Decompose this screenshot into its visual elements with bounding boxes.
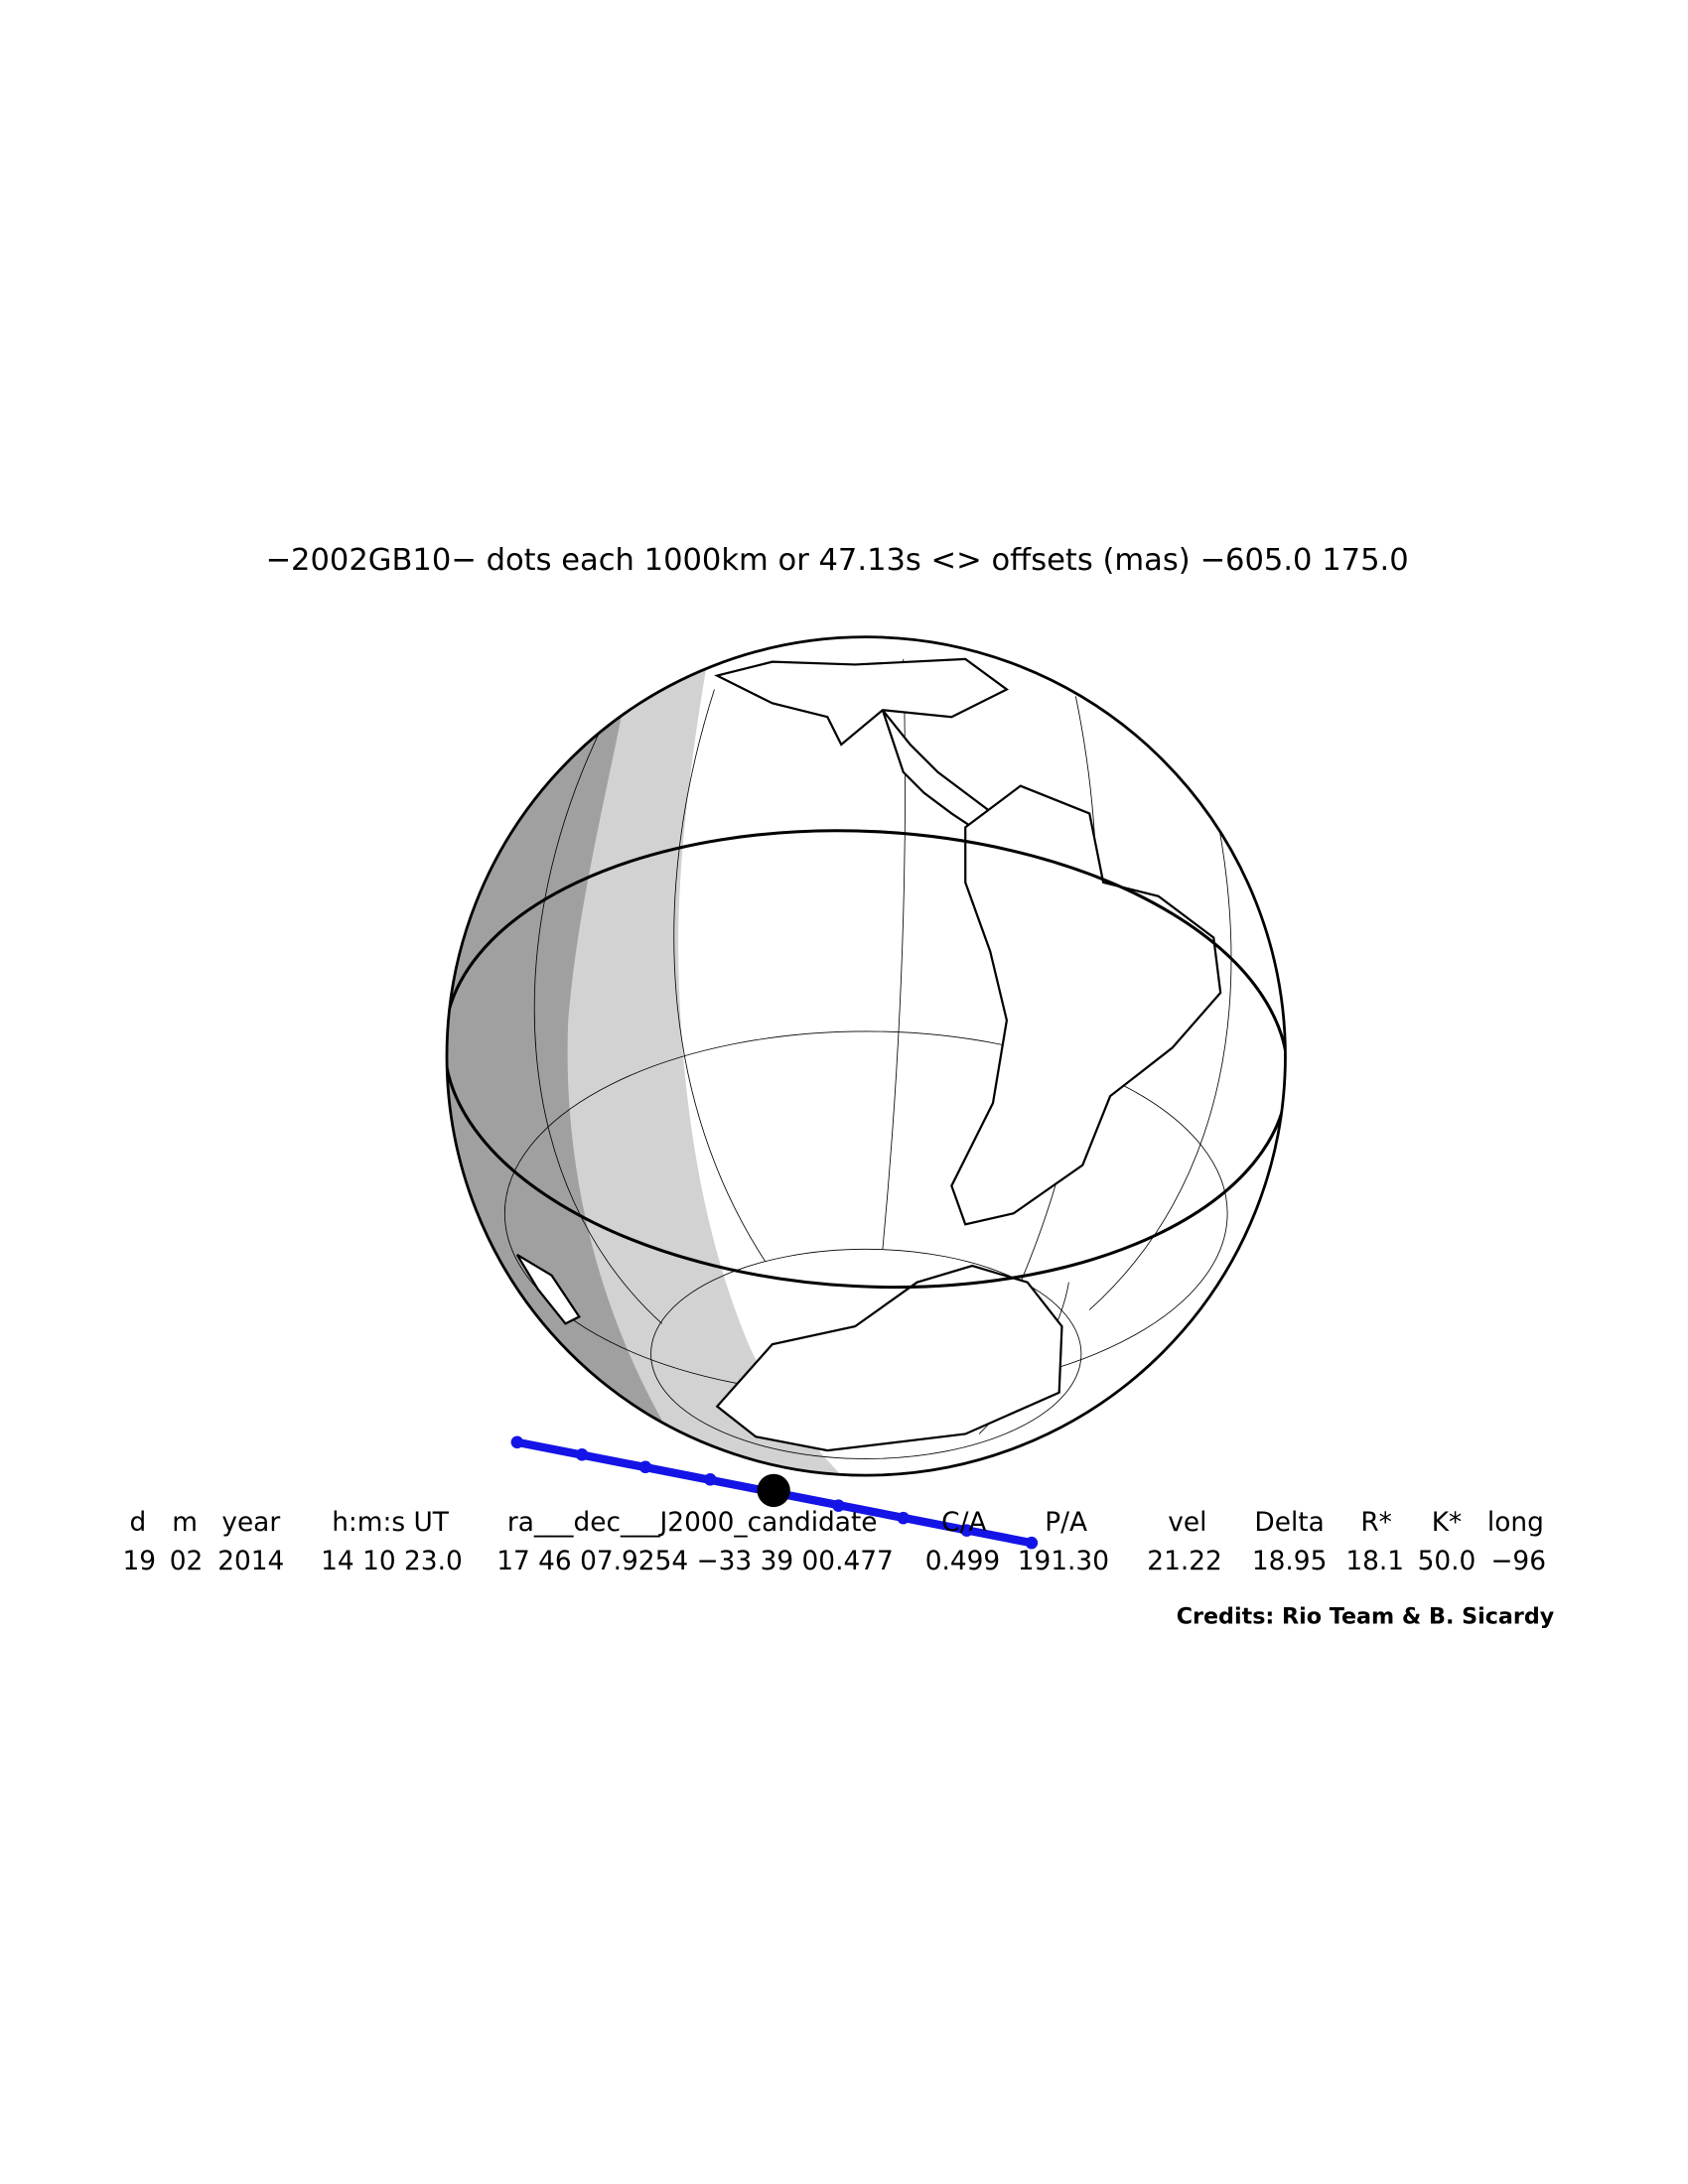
- table-header: P/A: [1045, 1508, 1087, 1538]
- equator-track: [447, 829, 1286, 1290]
- map-title: −2002GB10− dots each 1000km or 47.13s <>…: [265, 543, 1408, 578]
- meridian: [1088, 799, 1232, 1310]
- table-cell: 18.1: [1345, 1547, 1404, 1576]
- credits: Credits: Rio Team & B. Sicardy: [1177, 1604, 1555, 1630]
- table-header: C/A: [941, 1508, 986, 1538]
- table-cell: 18.95: [1252, 1547, 1328, 1576]
- table-cell: 17 46 07.9254 −33 39 00.477: [496, 1547, 894, 1576]
- table-header: year: [221, 1508, 280, 1538]
- closest-approach: [757, 1473, 790, 1508]
- table-header: vel: [1168, 1508, 1206, 1538]
- map-layer: −2002GB10− dots each 1000km or 47.13s <>…: [122, 543, 1554, 1630]
- latitude-circle: [650, 1248, 1082, 1459]
- path-dot: [897, 1511, 910, 1525]
- meridian: [533, 717, 662, 1324]
- table-header: d: [130, 1508, 147, 1538]
- table-header: ra___dec___J2000_candidate: [507, 1508, 878, 1538]
- meridian: [673, 689, 767, 1263]
- path-dot: [704, 1473, 717, 1486]
- table-cell: 2014: [217, 1547, 284, 1576]
- antarctica: [715, 1264, 1063, 1452]
- table-cell: 0.499: [925, 1547, 1001, 1576]
- path-dot: [575, 1448, 589, 1461]
- globe: [445, 635, 1287, 1477]
- table-header: R*: [1360, 1508, 1392, 1538]
- table-cell: 21.22: [1147, 1547, 1222, 1576]
- path-dot: [638, 1460, 652, 1474]
- table-cell: 14 10 23.0: [321, 1547, 463, 1576]
- north-america: [714, 657, 1010, 747]
- table-header: long: [1487, 1508, 1544, 1538]
- table-header: m: [172, 1508, 198, 1538]
- event-table: d m year h:m:s UT ra___dec___J2000_candidate…: [122, 1508, 1546, 1576]
- table-cell: 19: [122, 1547, 156, 1576]
- table-header: Delta: [1254, 1508, 1324, 1538]
- table-cell: 02: [170, 1547, 204, 1576]
- table-header: h:m:s UT: [332, 1508, 450, 1538]
- path-dot: [960, 1524, 973, 1537]
- table-cell: −96: [1490, 1547, 1546, 1576]
- new-zealand: [515, 1253, 581, 1325]
- path-dot: [1025, 1536, 1039, 1550]
- table-cell: 191.30: [1018, 1547, 1109, 1576]
- table-header: K*: [1432, 1508, 1462, 1538]
- shadow-path: [510, 1435, 1039, 1550]
- table-cell: 50.0: [1418, 1547, 1477, 1576]
- globe-outline: [445, 635, 1287, 1477]
- south-america: [950, 784, 1222, 1226]
- path-dot: [832, 1499, 845, 1512]
- path-dot: [510, 1435, 524, 1449]
